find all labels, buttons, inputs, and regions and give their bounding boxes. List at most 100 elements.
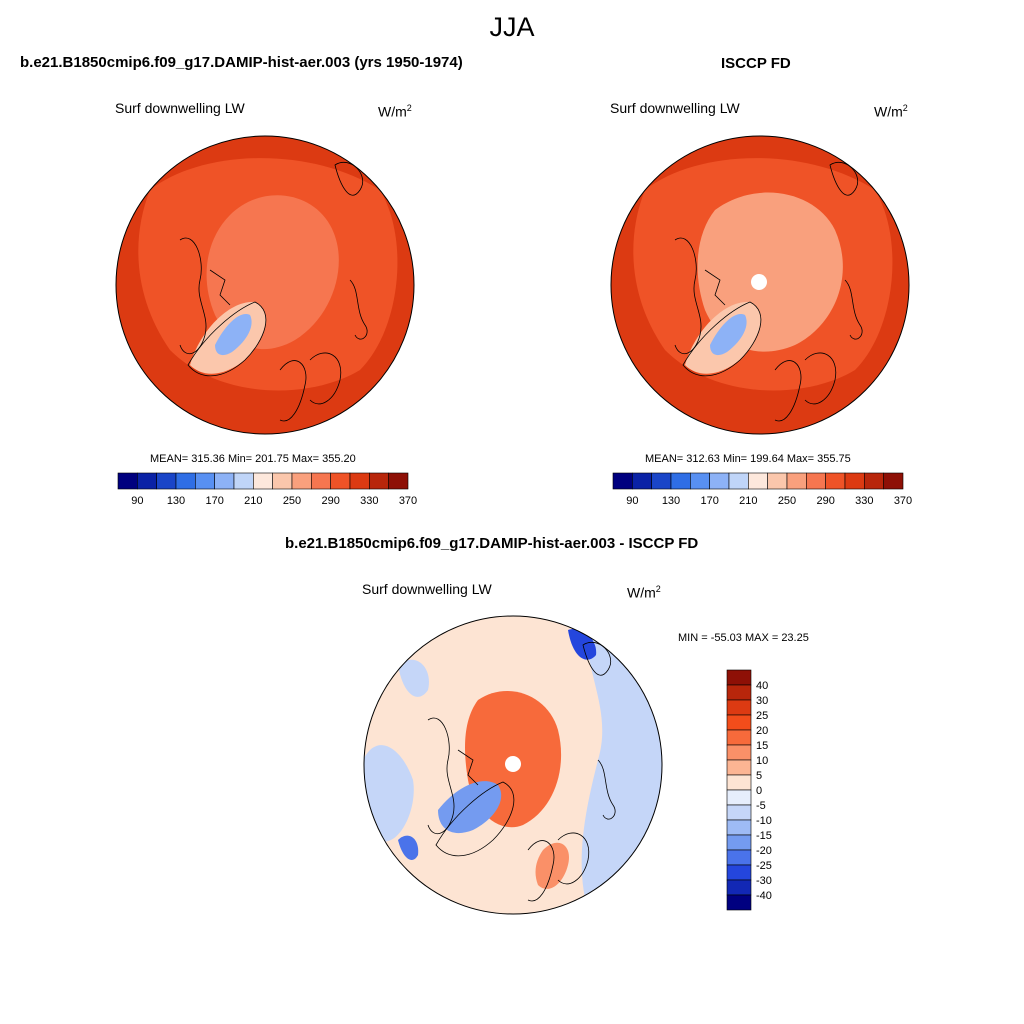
cb2-box xyxy=(709,472,730,490)
cb2-tick-label: 170 xyxy=(700,495,718,507)
cb3-box xyxy=(726,714,752,731)
obs-variable-label: Surf downwelling LW xyxy=(610,100,740,116)
cb2-box xyxy=(786,472,807,490)
cb3-tick-label: -25 xyxy=(756,860,772,872)
cb2-box xyxy=(670,472,691,490)
cb1-box xyxy=(330,472,351,490)
cb3-tick-label: -20 xyxy=(756,845,772,857)
cb2-box xyxy=(651,472,672,490)
cb3-box xyxy=(726,744,752,761)
cb3-box xyxy=(726,819,752,836)
cb1-box xyxy=(291,472,312,490)
cb2-box xyxy=(632,472,652,490)
cb1-box xyxy=(388,472,409,490)
cb1-box xyxy=(233,472,254,490)
cb2-box xyxy=(767,472,788,490)
cb1-box xyxy=(349,472,370,490)
cb2-tick-label: 290 xyxy=(816,495,834,507)
cb2-tick-label: 210 xyxy=(739,495,757,507)
diff-coastlines xyxy=(427,641,616,902)
model-polar-map xyxy=(115,135,415,435)
cb3-box xyxy=(726,669,752,686)
model-colorbar: 90 130 170 210 250 290 330 370 xyxy=(117,472,417,507)
cb1-box xyxy=(137,472,157,490)
cb1-box xyxy=(117,472,138,490)
cb3-tick-label: 0 xyxy=(756,785,762,797)
cb2-box xyxy=(825,472,846,490)
cb1-tick-label: 290 xyxy=(321,495,339,507)
cb1-box xyxy=(175,472,196,490)
diff-panel-title: b.e21.B1850cmip6.f09_g17.DAMIP-hist-aer.… xyxy=(285,535,699,552)
cb3-tick-label: 20 xyxy=(756,725,768,737)
cb1-tick-label: 210 xyxy=(244,495,262,507)
cb3-tick-label: -30 xyxy=(756,875,772,887)
obs-units-label: W/m2 xyxy=(874,103,908,120)
cb1-box xyxy=(156,472,177,490)
cb2-box xyxy=(883,472,904,490)
diff-strong-negative-sw xyxy=(398,835,419,860)
obs-pole-hole xyxy=(751,274,767,290)
diff-units-label: W/m2 xyxy=(627,584,661,601)
diff-positive-scand xyxy=(535,842,569,889)
cb3-box xyxy=(726,759,752,776)
cb2-tick-label: 370 xyxy=(894,495,912,507)
model-coastlines xyxy=(179,161,368,422)
cb1-box xyxy=(369,472,389,490)
cb2-box xyxy=(864,472,884,490)
diff-pole-hole xyxy=(505,756,521,772)
cb3-tick-label: 30 xyxy=(756,695,768,707)
cb3-tick-label: -40 xyxy=(756,890,772,902)
model-units-label: W/m2 xyxy=(378,103,412,120)
obs-greenland-core xyxy=(710,314,747,356)
cb2-tick-label: 130 xyxy=(662,495,680,507)
cb1-tick-label: 370 xyxy=(399,495,417,507)
cb2-tick-label: 90 xyxy=(626,495,638,507)
season-title: JJA xyxy=(489,12,535,42)
cb3-box xyxy=(726,804,752,821)
cb1-box xyxy=(214,472,235,490)
model-variable-label: Surf downwelling LW xyxy=(115,100,245,116)
cb2-box xyxy=(806,472,826,490)
cb3-box xyxy=(726,849,752,866)
cb3-tick-label: -15 xyxy=(756,830,772,842)
diff-polar-map xyxy=(363,615,663,915)
cb3-box xyxy=(726,774,752,791)
model-greenland-core xyxy=(215,314,252,356)
diff-negative-nw xyxy=(398,659,429,697)
cb1-box xyxy=(195,472,215,490)
diff-variable-label: Surf downwelling LW xyxy=(362,581,492,597)
cb1-tick-label: 330 xyxy=(360,495,378,507)
diff-stats: MIN = -55.03 MAX = 23.25 xyxy=(678,632,809,644)
cb1-box xyxy=(253,472,273,490)
model-panel-title: b.e21.B1850cmip6.f09_g17.DAMIP-hist-aer.… xyxy=(20,54,463,71)
cb3-tick-label: -5 xyxy=(756,800,766,812)
obs-coastlines xyxy=(674,161,863,422)
cb3-box xyxy=(726,879,752,896)
cb1-tick-label: 130 xyxy=(167,495,185,507)
cb3-box xyxy=(726,864,752,881)
cb2-tick-label: 330 xyxy=(855,495,873,507)
cb1-box xyxy=(272,472,293,490)
obs-colorbar: 90 130 170 210 250 290 330 370 xyxy=(612,472,912,507)
cb2-tick-label: 250 xyxy=(778,495,796,507)
cb3-box xyxy=(726,894,752,911)
obs-stats: MEAN= 312.63 Min= 199.64 Max= 355.75 xyxy=(645,453,851,465)
cb3-box xyxy=(726,684,752,701)
cb3-tick-label: -10 xyxy=(756,815,772,827)
cb3-tick-label: 10 xyxy=(756,755,768,767)
cb1-tick-label: 170 xyxy=(205,495,223,507)
cb1-tick-label: 90 xyxy=(131,495,143,507)
model-stats: MEAN= 315.36 Min= 201.75 Max= 355.20 xyxy=(150,453,356,465)
cb3-box xyxy=(726,699,752,716)
diff-negative-west xyxy=(364,745,414,842)
cb3-box xyxy=(726,834,752,851)
cb1-box xyxy=(311,472,331,490)
cb3-tick-label: 40 xyxy=(756,680,768,692)
cb3-tick-label: 15 xyxy=(756,740,768,752)
cb2-box xyxy=(844,472,865,490)
diff-colorbar: 40 30 25 20 15 10 5 0 -5 -10 -15 -20 -25 -30 -40 xyxy=(726,669,772,911)
cb1-tick-label: 250 xyxy=(283,495,301,507)
obs-polar-map xyxy=(610,135,910,435)
cb2-box xyxy=(748,472,768,490)
cb3-tick-label: 5 xyxy=(756,770,762,782)
